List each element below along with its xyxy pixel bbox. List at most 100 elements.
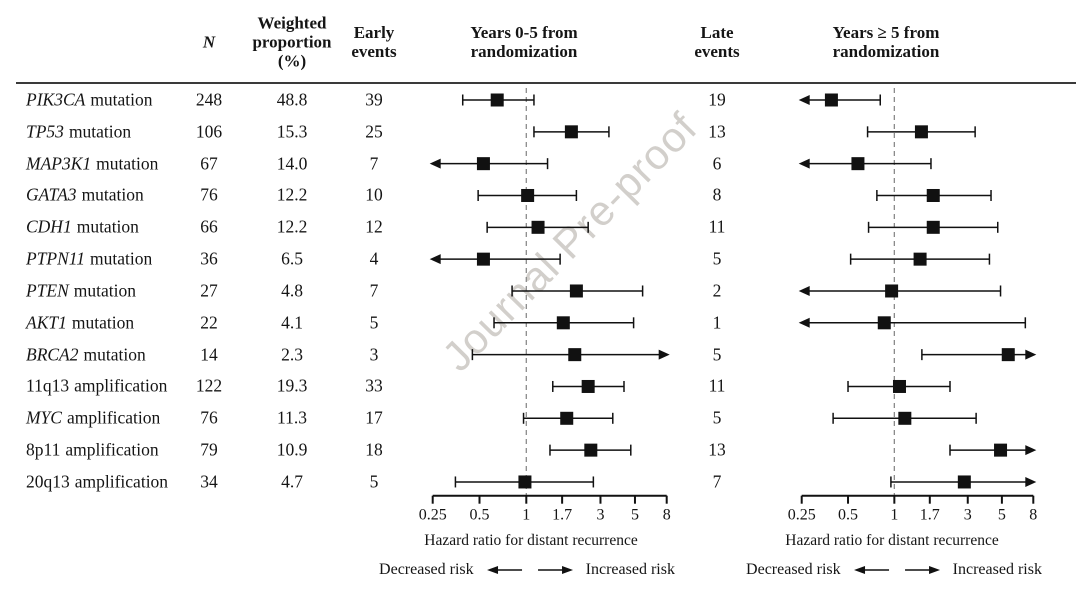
ci-BRCA2-mutation [921,348,1037,362]
hr-point-marker [476,157,490,171]
axis-tick-label: 0.25 [419,507,447,524]
hr-point-marker [521,188,535,202]
hr-point-marker [892,379,906,393]
weighted-proportion-value: 12.2 [276,216,308,237]
gene-symbol: 8p11 [26,439,61,460]
weighted-proportion-value: 12.2 [276,184,308,205]
gene-suffix: mutation [73,280,137,301]
ci-PIK3CA-mutation [461,93,535,107]
increased-risk-label: Increased risk [585,561,675,578]
gene-label: TP53 mutation [26,121,131,142]
column-header-early-events: Early events [351,23,397,61]
left-arrow-icon [486,566,522,574]
late-events-value: 5 [712,248,722,269]
gene-label: PTEN mutation [26,280,136,301]
decreased-risk-label: Decreased risk [746,561,841,578]
hr-point-marker [490,93,504,107]
early-events-value: 7 [369,280,379,301]
axis-tick-label: 1 [890,507,898,524]
gene-suffix: amplification [74,375,168,396]
hr-point-marker [914,125,928,139]
axis-tick-label: 5 [998,507,1006,524]
late-events-value: 1 [712,312,722,333]
left-arrowhead-icon [429,158,441,169]
hr-point-marker [877,316,891,330]
gene-label: MAP3K1 mutation [26,153,158,174]
x-axis-label-early: Hazard ratio for distant recurrence [424,532,638,549]
gene-label: 8p11 amplification [26,440,159,461]
ci-PTPN11-mutation [429,252,561,266]
late-events-value: 5 [712,407,722,428]
weighted-proportion-value: 11.3 [277,407,307,428]
n-value: 14 [200,344,218,365]
gene-suffix: mutation [76,216,139,237]
right-arrow-icon [537,566,573,574]
n-value: 79 [200,439,218,460]
left-arrowhead-icon [798,95,810,105]
n-value: 76 [200,184,218,205]
weighted-proportion-value: 48.8 [276,89,308,110]
column-header-weighted-proportion: Weighted proportion (%) [252,13,332,71]
early-events-value: 10 [365,184,383,205]
gene-suffix: mutation [90,89,153,110]
column-header-late-events: Late events [694,23,740,61]
early-events-value: 7 [369,153,379,174]
n-value: 22 [200,312,218,333]
axis-tick-label: 5 [631,507,639,524]
weighted-proportion-value: 19.3 [276,375,308,396]
gene-suffix: mutation [71,312,135,333]
weighted-proportion-value: 4.7 [281,471,303,492]
left-arrow-icon [853,566,889,574]
early-events-value: 3 [369,344,379,365]
gene-symbol: PTPN11 [26,248,85,269]
gene-symbol: TP53 [26,121,64,142]
axis-tick-label: 3 [964,507,972,524]
ci-CDH1-mutation [867,220,999,234]
weighted-proportion-value: 2.3 [281,344,303,365]
ci-PTPN11-mutation [849,252,991,266]
ci-PIK3CA-mutation [798,93,882,107]
n-value: 66 [200,216,218,237]
ci-BRCA2-mutation [471,348,670,362]
header-divider [16,82,1076,84]
hr-point-marker [518,475,532,489]
gene-suffix: amplification [66,407,161,428]
gene-symbol: 11q13 [26,375,70,396]
plot-title-early: Years 0-5 from randomization [470,23,578,61]
ci-AKT1-mutation [493,316,635,330]
ci-AKT1-mutation [798,316,1027,330]
ci-TP53-mutation [533,125,610,139]
axis-tick-label: 1.7 [920,507,940,524]
gene-label: PTPN11 mutation [26,249,152,270]
early-events-value: 12 [365,216,383,237]
n-value: 76 [200,407,218,428]
axis-tick-label: 8 [663,507,671,524]
right-arrowhead-icon [1025,349,1037,360]
ci-MYC-amplification [832,411,977,425]
risk-direction-legend-early: Decreased risk Increased risk [379,561,675,579]
late-events-value: 7 [712,471,722,492]
late-events-value: 2 [712,280,722,301]
gene-label: GATA3 mutation [26,185,144,206]
left-arrowhead-icon [798,317,810,328]
axis-tick-label: 0.5 [470,507,490,524]
n-value: 248 [195,89,223,110]
ci-8p11-amplification [549,443,632,457]
weighted-proportion-value: 14.0 [276,153,308,174]
ci-11q13-amplification [847,379,951,393]
hr-point-marker [581,379,595,393]
gene-label: PIK3CA mutation [26,90,153,111]
weighted-proportion-value: 4.8 [281,280,303,301]
early-events-value: 5 [369,312,379,333]
ci-GATA3-mutation [876,188,992,202]
gene-symbol: BRCA2 [26,344,79,365]
axis-tick-label: 1 [522,507,530,524]
ci-20q13-amplification [454,475,595,489]
axis-tick-label: 8 [1029,507,1037,524]
ci-TP53-mutation [866,125,976,139]
ci-MAP3K1-mutation [429,157,549,171]
left-arrowhead-icon [429,254,441,265]
early-events-value: 17 [365,407,383,428]
ci-20q13-amplification [890,475,1037,489]
left-arrowhead-icon [798,158,810,169]
